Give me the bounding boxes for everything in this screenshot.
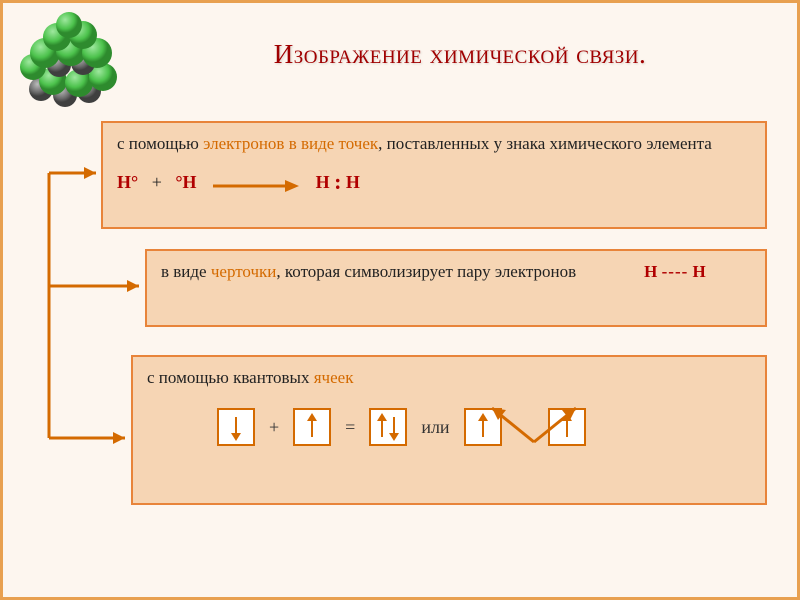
alt-cells-group [464,408,586,446]
molecule-image [11,11,141,121]
method-box-cells: с помощью квантовых ячеек + = или [131,355,767,505]
spin-up-icon [307,413,317,441]
spin-down-icon [389,413,399,441]
box1-text: с помощью электронов в виде точек, поста… [117,133,751,156]
method-box-dash: в виде черточки, которая символизирует п… [145,249,767,327]
spin-up-icon [377,413,387,441]
spin-up-icon [562,413,572,441]
box2-text: в виде черточки, которая символизирует п… [161,261,751,284]
equals-sign: = [341,415,359,439]
spin-up-icon [478,413,488,441]
page-title: Изображение химической связи. [153,39,767,70]
quantum-cell-paired [369,408,407,446]
arrow-icon [211,176,301,192]
or-label: или [417,415,453,439]
quantum-cell [217,408,255,446]
method-box-dots: с помощью электронов в виде точек, поста… [101,121,767,229]
spin-down-icon [231,413,241,441]
quantum-cell [293,408,331,446]
box3-text: с помощью квантовых ячеек [147,367,751,390]
quantum-cell [548,408,586,446]
box1-formula: Н° + °Н Н : Н [117,166,751,196]
quantum-cells-row: + = или [217,408,751,446]
plus-sign: + [265,415,283,439]
quantum-cell [464,408,502,446]
